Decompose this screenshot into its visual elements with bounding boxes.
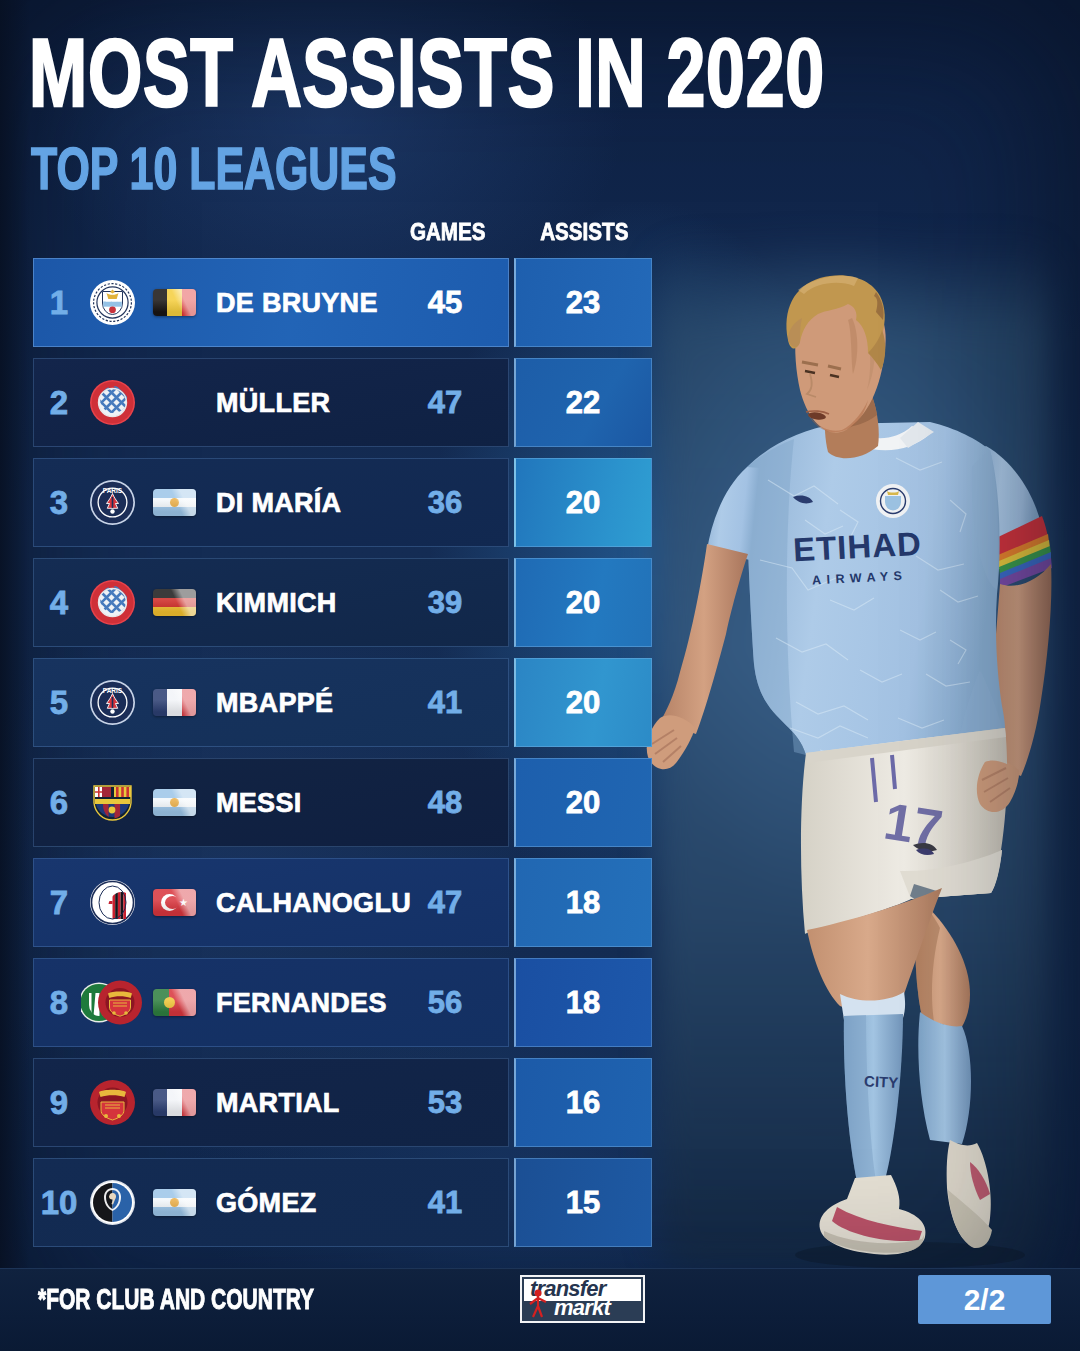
svg-text:PARIS: PARIS [103,687,123,694]
svg-text:PARIS: PARIS [103,487,123,494]
